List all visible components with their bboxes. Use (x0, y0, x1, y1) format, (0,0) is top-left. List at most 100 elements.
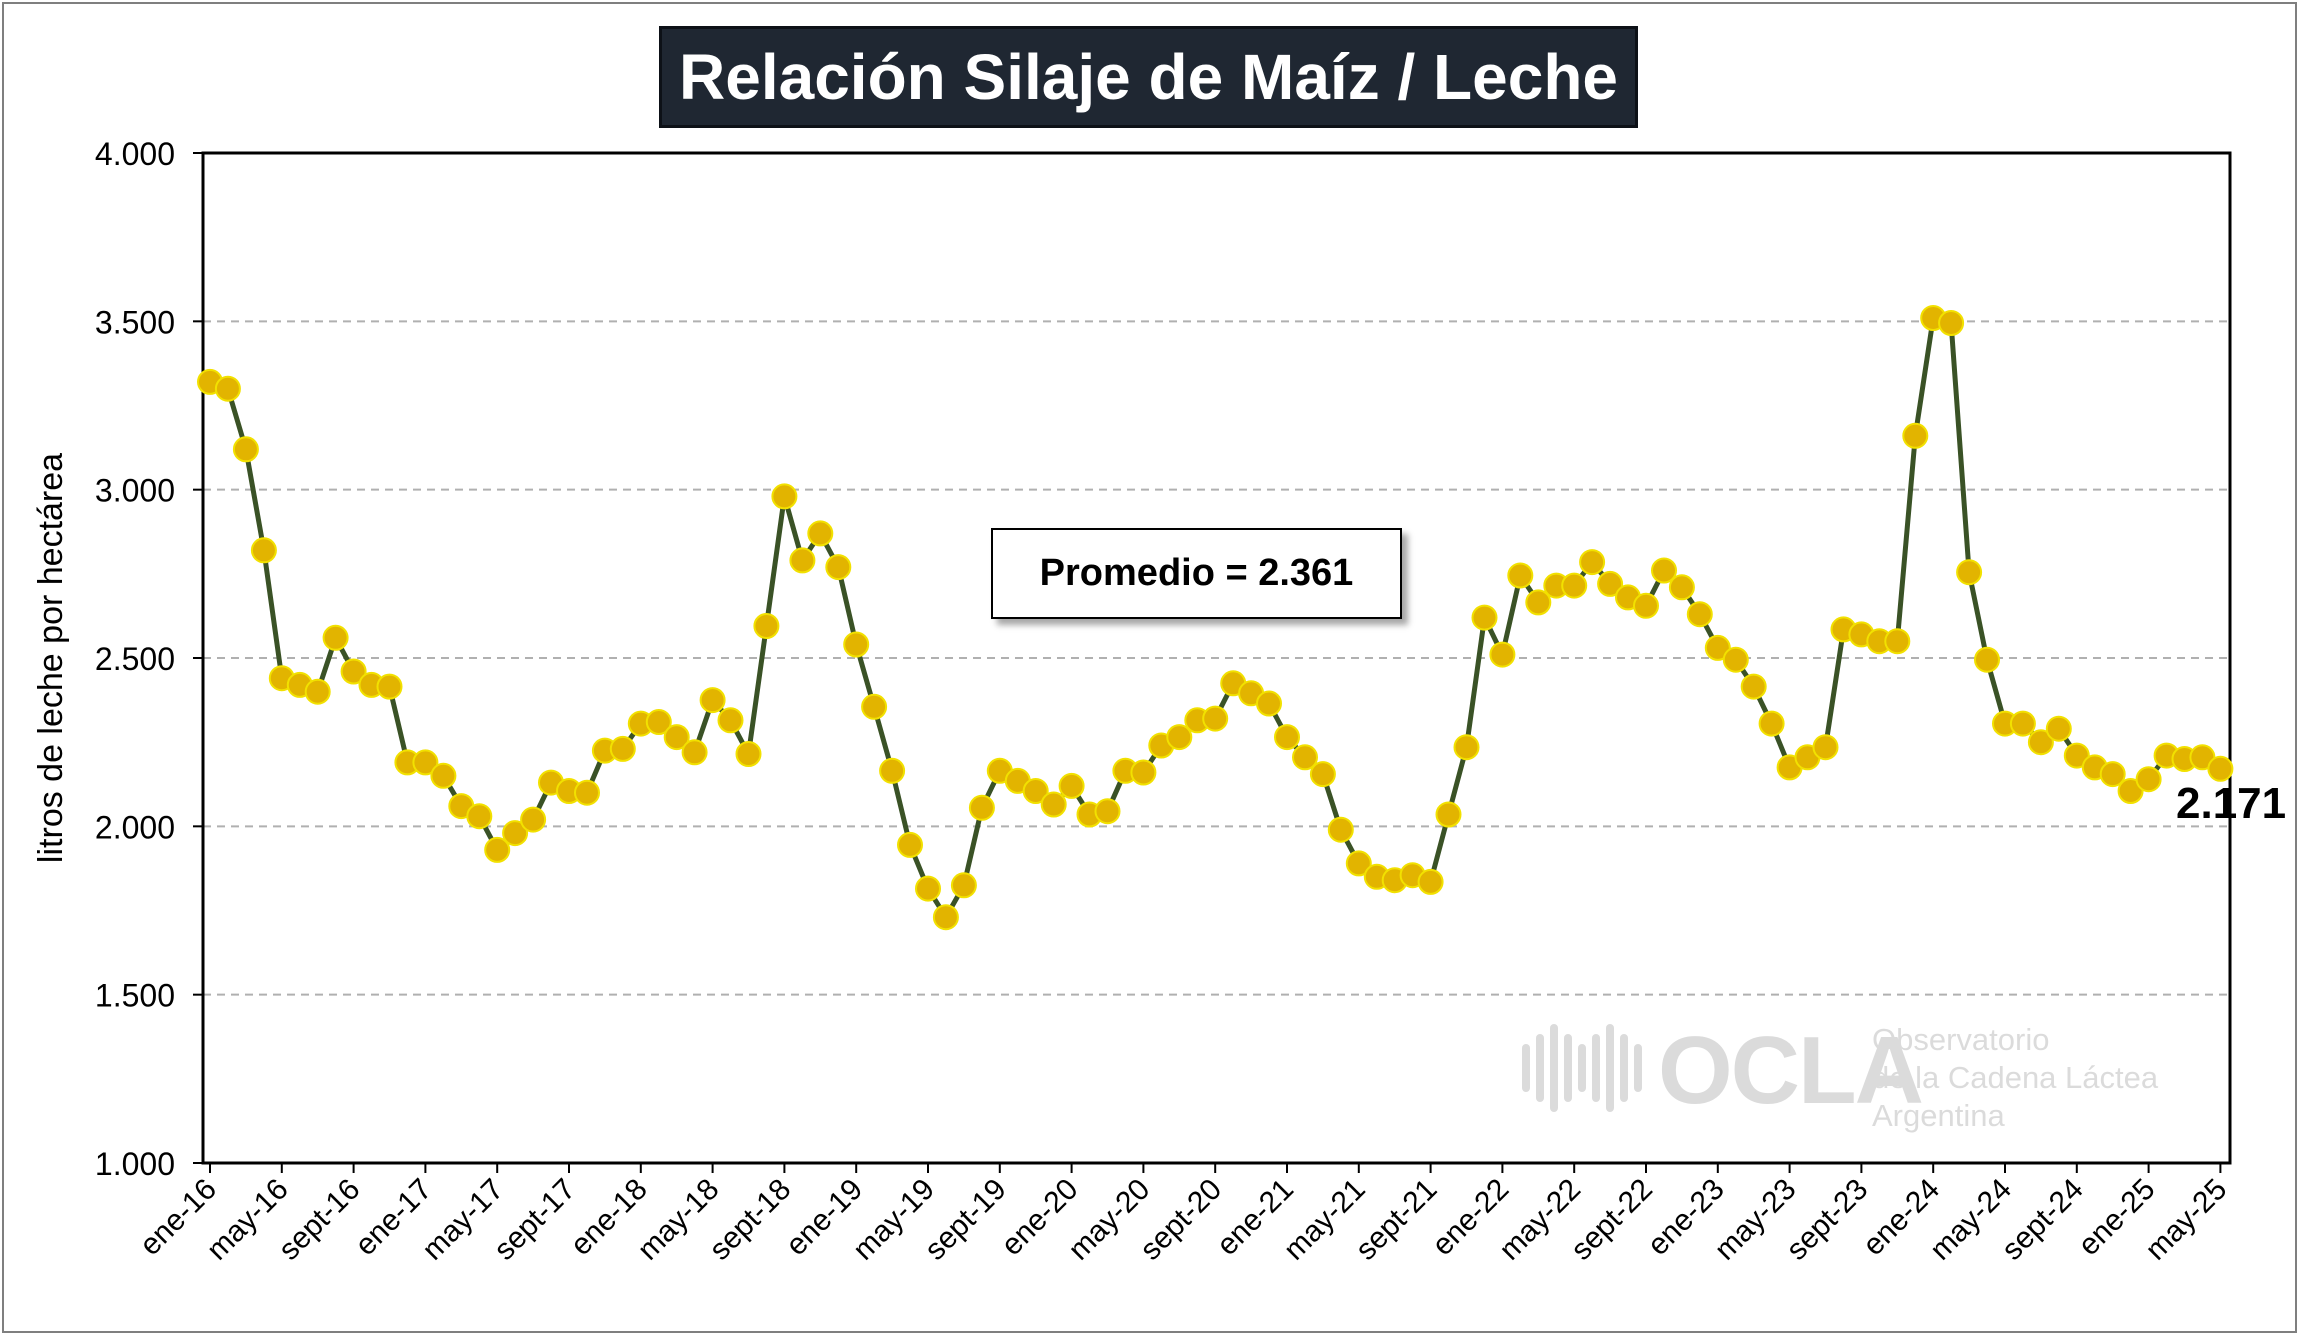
data-point (1040, 791, 1067, 818)
data-point (2045, 715, 2072, 742)
data-point (1202, 705, 1229, 732)
data-point (861, 693, 888, 720)
ocla-logo-icon (1522, 1024, 1642, 1112)
x-tick-label: sept-16 (272, 1173, 366, 1267)
data-point (1274, 724, 1300, 751)
data-point (250, 537, 277, 564)
data-point (735, 741, 762, 767)
last-value-label: 2.171 (2176, 779, 2287, 828)
data-point (1435, 801, 1462, 828)
y-tick-label: 3.000 (95, 473, 175, 509)
data-point (968, 794, 995, 821)
chart-title: Relación Silaje de Maíz / Leche (679, 41, 1618, 113)
x-tick-label: sept-20 (1134, 1173, 1228, 1267)
ocla-line-1: Observatorio (1872, 1022, 2050, 1057)
data-point (1902, 422, 1929, 449)
data-point (2027, 729, 2054, 756)
data-point (2009, 710, 2036, 737)
data-point (807, 520, 834, 547)
data-point (1292, 744, 1318, 771)
data-point (950, 872, 977, 899)
data-point (520, 806, 547, 833)
data-point (879, 757, 906, 784)
data-point (466, 803, 493, 830)
data-point (232, 436, 259, 463)
average-annotation-box: Promedio = 2.361 (991, 528, 1402, 619)
y-axis-label: litros de leche por hectárea (32, 453, 70, 863)
x-tick-label: may-25 (2139, 1173, 2233, 1267)
average-annotation: Promedio = 2.361 (1039, 552, 1354, 594)
data-point (1453, 734, 1480, 761)
series-silaje-leche (197, 305, 2234, 931)
data-point (1525, 589, 1552, 616)
data-point (699, 687, 726, 714)
data-point (897, 831, 923, 858)
y-tick-label: 1.500 (95, 978, 175, 1014)
y-tick-label: 4.000 (95, 136, 175, 172)
data-point (1058, 772, 1085, 799)
data-point (753, 613, 780, 639)
data-point (412, 749, 439, 776)
data-point (214, 375, 241, 402)
x-axis-ticks: ene-16may-16sept-16ene-17may-17sept-17en… (134, 1163, 2233, 1267)
data-point (304, 678, 331, 705)
data-point (376, 673, 403, 700)
x-tick-label: sept-22 (1565, 1173, 1659, 1267)
data-point (1327, 816, 1354, 843)
data-point (1686, 601, 1713, 628)
data-point (2117, 778, 2144, 804)
data-point (2063, 742, 2090, 769)
data-point (932, 904, 959, 931)
ocla-line-2: de la Cadena Láctea (1872, 1060, 2159, 1095)
data-point (1130, 759, 1157, 786)
x-tick-label: sept-23 (1780, 1173, 1874, 1267)
data-point (771, 483, 798, 510)
gridlines (203, 320, 2230, 996)
data-point (322, 624, 349, 651)
data-point (1812, 734, 1839, 761)
data-point (1507, 562, 1534, 589)
data-point (574, 779, 600, 806)
data-point (502, 820, 529, 847)
data-point (915, 875, 941, 902)
data-point (1309, 761, 1336, 788)
data-point (1022, 778, 1049, 804)
ocla-watermark: OCLA Observatorio de la Cadena Láctea Ar… (1518, 1012, 2158, 1134)
data-point (2207, 755, 2234, 782)
data-point (1974, 646, 2000, 673)
data-point (1722, 646, 1749, 673)
data-point (1579, 549, 1606, 576)
data-point (1597, 570, 1624, 597)
data-point (340, 658, 367, 685)
data-point (1758, 710, 1785, 737)
y-tick-label: 1.000 (95, 1146, 175, 1182)
ocla-brand-text: OCLA (1658, 1017, 1924, 1124)
data-point (681, 739, 708, 766)
x-tick-label: sept-18 (703, 1173, 797, 1267)
data-point (1956, 559, 1983, 586)
data-point (843, 631, 870, 658)
y-tick-label: 2.000 (95, 809, 175, 845)
data-point (2099, 761, 2126, 788)
x-tick-label: sept-17 (488, 1173, 582, 1267)
data-point (484, 836, 511, 863)
data-point (1256, 690, 1282, 717)
x-tick-label: sept-19 (919, 1173, 1013, 1267)
data-point (663, 724, 690, 751)
data-point (1651, 557, 1677, 584)
data-point (430, 762, 457, 789)
data-point (717, 707, 744, 734)
data-point (1704, 634, 1731, 661)
x-tick-label: sept-24 (1996, 1173, 2090, 1267)
data-point (1740, 673, 1767, 700)
data-point (825, 554, 852, 581)
data-point (1345, 850, 1372, 877)
x-tick-label: sept-21 (1349, 1173, 1443, 1267)
data-point (1471, 604, 1498, 631)
chart-title-box: Relación Silaje de Maíz / Leche (659, 26, 1638, 128)
data-point (2135, 766, 2162, 793)
data-point (1938, 310, 1965, 336)
data-point (645, 709, 672, 735)
